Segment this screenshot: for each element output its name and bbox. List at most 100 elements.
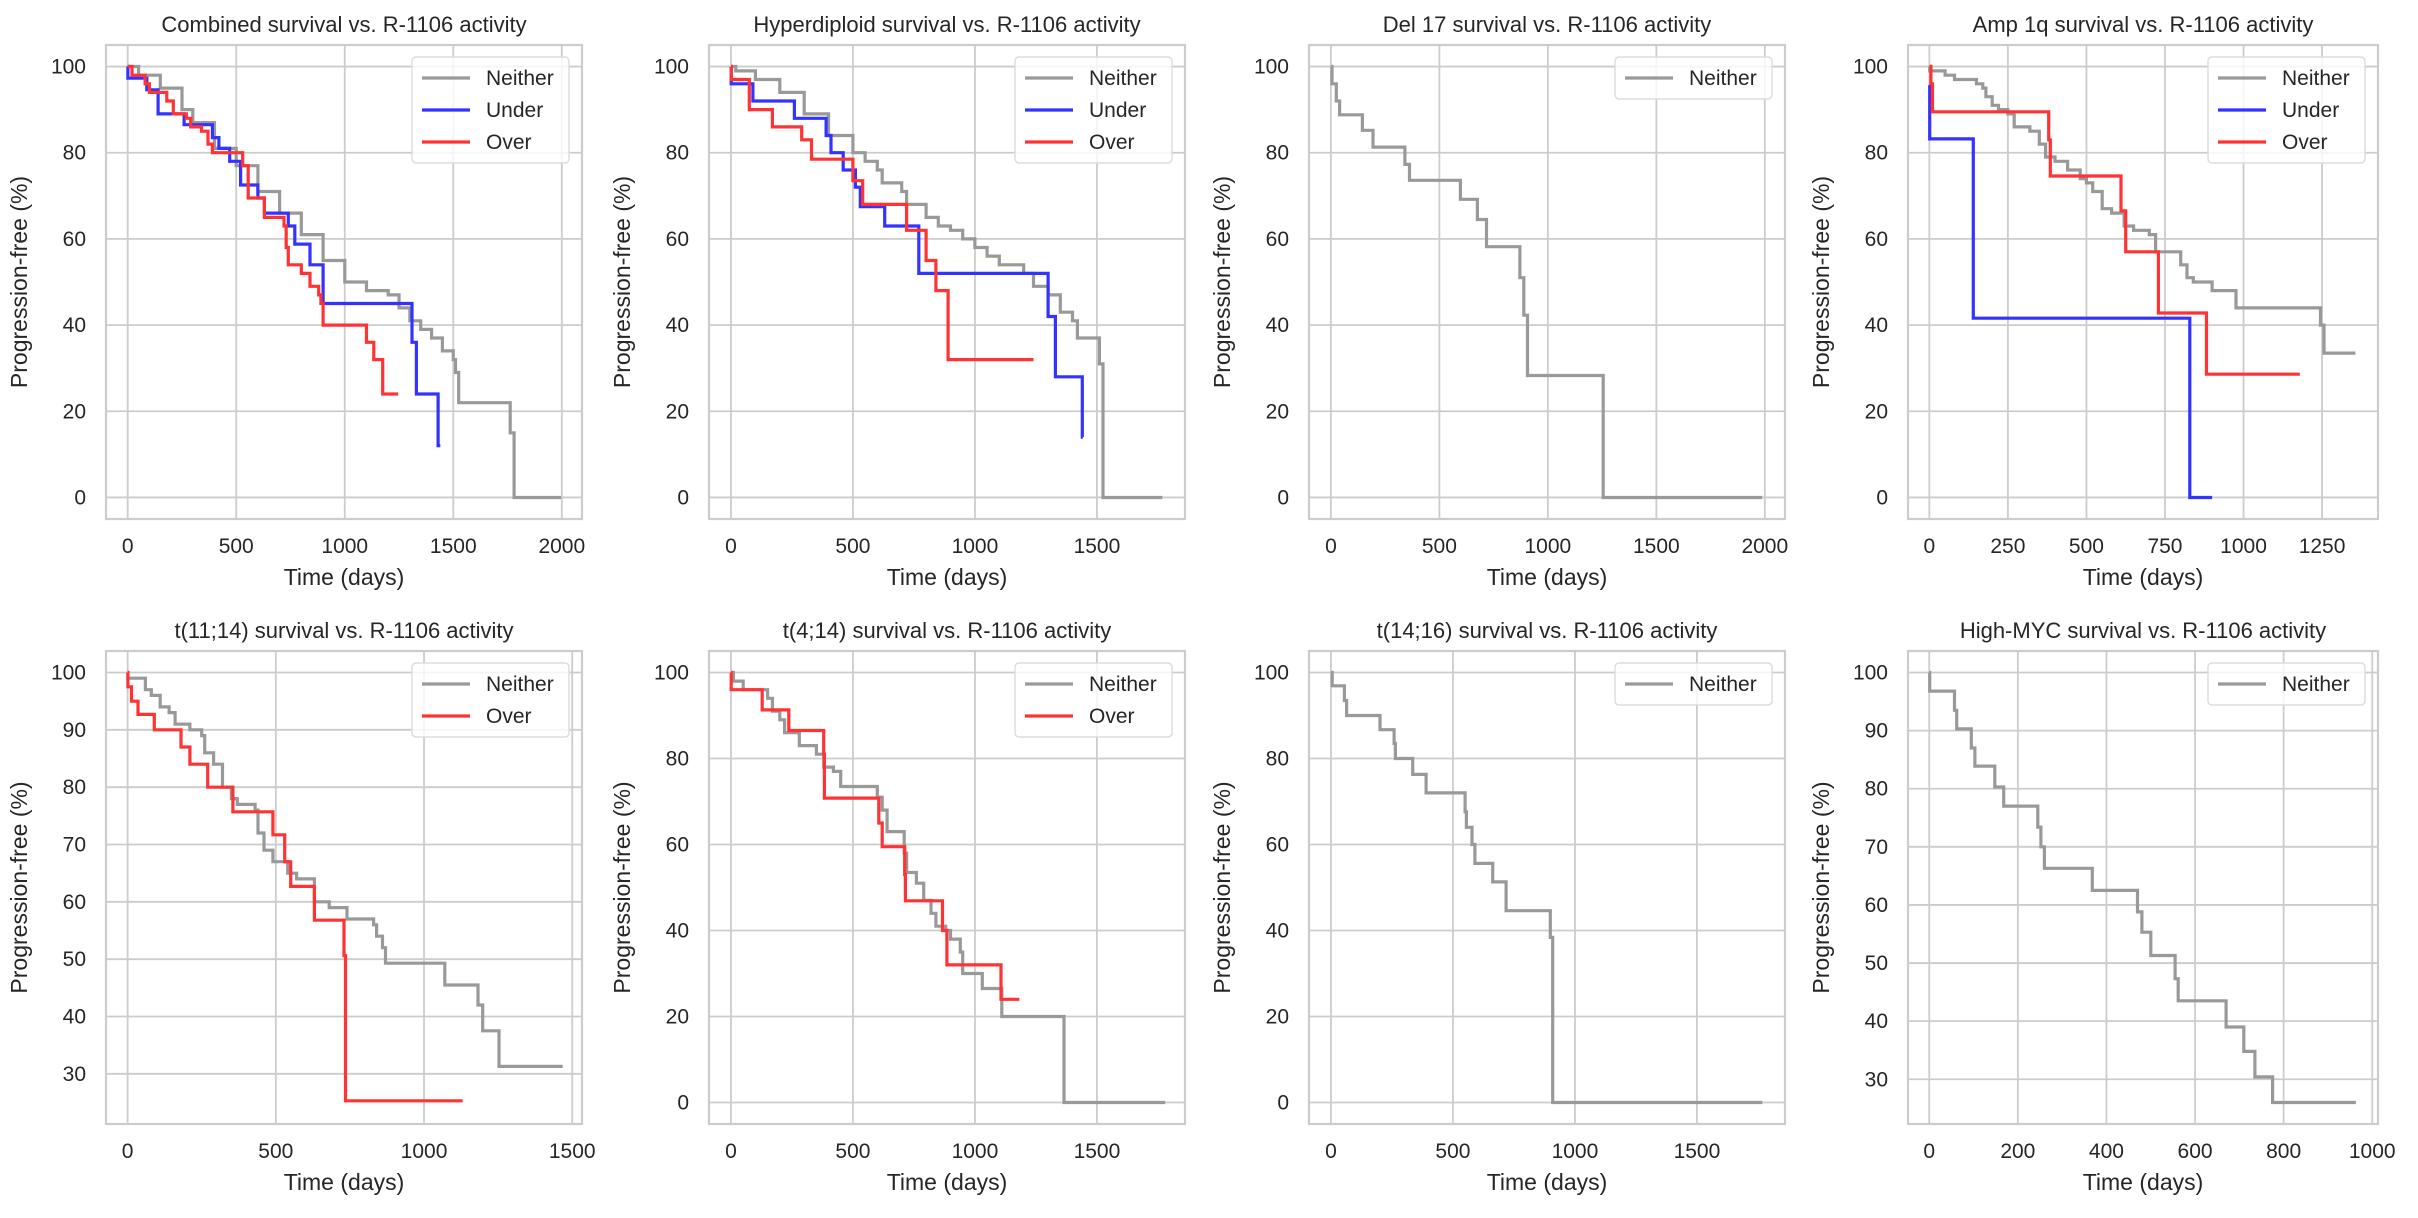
y-tick-label: 100	[1254, 56, 1289, 79]
x-axis-label: Time (days)	[887, 1169, 1008, 1195]
y-tick-label: 100	[654, 56, 689, 79]
y-axis-label: Progression-free (%)	[1209, 176, 1235, 388]
y-tick-label: 60	[666, 228, 689, 251]
series-line-under	[729, 64, 1084, 439]
subplot-title: Amp 1q survival vs. R-1106 activity	[1973, 12, 2314, 37]
legend-box	[1014, 662, 1173, 738]
y-tick-label: 80	[666, 748, 689, 771]
x-axis-label: Time (days)	[284, 1169, 405, 1195]
y-tick-label: 50	[1865, 952, 1888, 975]
y-tick-label: 60	[1266, 228, 1289, 251]
legend-label: Neither	[2282, 67, 2350, 90]
y-tick-label: 0	[1277, 1092, 1289, 1115]
series-line-over	[1929, 64, 2300, 376]
legend-label: Over	[486, 131, 532, 154]
y-tick-label: 100	[51, 56, 86, 79]
x-tick-label: 200	[2000, 1140, 2035, 1163]
x-tick-label: 0	[1325, 1140, 1337, 1163]
x-tick-label: 1000	[2220, 535, 2267, 558]
x-tick-label: 1500	[1633, 535, 1680, 558]
y-tick-label: 100	[1254, 662, 1289, 685]
axes-frame	[1307, 43, 1787, 521]
y-tick-label: 80	[1865, 778, 1888, 801]
series-line-over	[127, 64, 399, 396]
y-tick-label: 40	[666, 920, 689, 943]
subplot-7: 0 500 1000 1500 0 20 40 60 80 100 t(14;16) surviva…	[1209, 618, 1787, 1195]
y-axis-label: Progression-free (%)	[6, 781, 32, 993]
legend-label: Under	[1089, 99, 1146, 122]
subplot-title: t(14;16) survival vs. R-1106 activity	[1377, 618, 1718, 643]
y-tick-label: 20	[63, 400, 86, 423]
x-tick-label: 1500	[1074, 1140, 1121, 1163]
subplot-4: 0 250 500 750 1000 1250 0 20 40 60 80 100 Amp 1q sur…	[1808, 12, 2380, 590]
legend-label: Under	[2282, 99, 2339, 122]
axes-frame	[1906, 649, 2380, 1126]
x-tick-label: 1000	[952, 1140, 999, 1163]
legend: Neither Under Over	[2207, 56, 2366, 164]
y-tick-label: 0	[1876, 486, 1888, 509]
x-tick-label: 1500	[1074, 535, 1121, 558]
y-tick-label: 90	[1865, 720, 1888, 743]
x-tick-label: 0	[725, 535, 737, 558]
axes-frame	[104, 43, 584, 521]
y-axis-label: Progression-free (%)	[6, 176, 32, 388]
subplot-title: High-MYC survival vs. R-1106 activity	[1960, 618, 2326, 643]
y-tick-label: 20	[666, 400, 689, 423]
x-tick-label: 1000	[401, 1140, 448, 1163]
legend-label: Neither	[1689, 67, 1757, 90]
series-line-under	[1928, 83, 2213, 500]
legend-box	[2207, 662, 2366, 706]
x-tick-label: 1000	[1525, 535, 1572, 558]
x-axis-label: Time (days)	[1487, 1169, 1608, 1195]
legend-label: Neither	[1689, 673, 1757, 696]
y-tick-label: 80	[63, 142, 86, 165]
x-tick-label: 1500	[549, 1140, 596, 1163]
y-tick-label: 60	[1865, 894, 1888, 917]
y-tick-label: 60	[1865, 228, 1888, 251]
x-axis-label: Time (days)	[2083, 1169, 2204, 1195]
y-axis-label: Progression-free (%)	[1808, 176, 1834, 388]
x-tick-label: 1250	[2299, 535, 2346, 558]
y-axis-label: Progression-free (%)	[609, 781, 635, 993]
x-tick-label: 1000	[321, 535, 368, 558]
x-tick-label: 600	[2178, 1140, 2213, 1163]
y-tick-label: 40	[63, 314, 86, 337]
y-tick-label: 20	[1266, 1006, 1289, 1029]
y-tick-label: 60	[1266, 834, 1289, 857]
subplot-title: t(4;14) survival vs. R-1106 activity	[783, 618, 1111, 643]
y-tick-label: 100	[1853, 662, 1888, 685]
legend-box	[1614, 662, 1773, 706]
y-tick-label: 0	[677, 486, 689, 509]
x-tick-label: 0	[122, 1140, 134, 1163]
series-line-neither	[1928, 64, 2356, 355]
x-tick-label: 500	[219, 535, 254, 558]
y-tick-label: 40	[63, 1006, 86, 1029]
legend: Neither Under Over	[1014, 56, 1173, 164]
subplot-title: t(11;14) survival vs. R-1106 activity	[174, 618, 513, 643]
axes-frame	[707, 43, 1187, 521]
y-tick-label: 30	[63, 1063, 86, 1086]
legend-box	[1014, 56, 1173, 164]
legend-label: Over	[486, 705, 532, 728]
x-tick-label: 1500	[1674, 1140, 1721, 1163]
legend-label: Over	[1089, 705, 1135, 728]
series-line-neither	[126, 670, 563, 1068]
x-axis-label: Time (days)	[2083, 564, 2204, 590]
y-axis-label: Progression-free (%)	[609, 176, 635, 388]
series-line-under	[126, 64, 441, 448]
y-tick-label: 100	[654, 662, 689, 685]
legend-label: Over	[2282, 131, 2328, 154]
y-axis-label: Progression-free (%)	[1808, 781, 1834, 993]
y-tick-label: 80	[1266, 748, 1289, 771]
x-tick-label: 250	[1990, 535, 2025, 558]
x-tick-label: 500	[258, 1140, 293, 1163]
x-tick-label: 2000	[1741, 535, 1788, 558]
legend-label: Neither	[486, 673, 554, 696]
series-line-over	[126, 670, 463, 1103]
y-tick-label: 60	[666, 834, 689, 857]
subplot-5: 0 500 1000 1500 30 40 50 60 70 80 90 100 t(11;14) su…	[6, 618, 596, 1195]
x-axis-label: Time (days)	[887, 564, 1008, 590]
axes-frame	[707, 649, 1187, 1126]
y-tick-label: 60	[63, 228, 86, 251]
